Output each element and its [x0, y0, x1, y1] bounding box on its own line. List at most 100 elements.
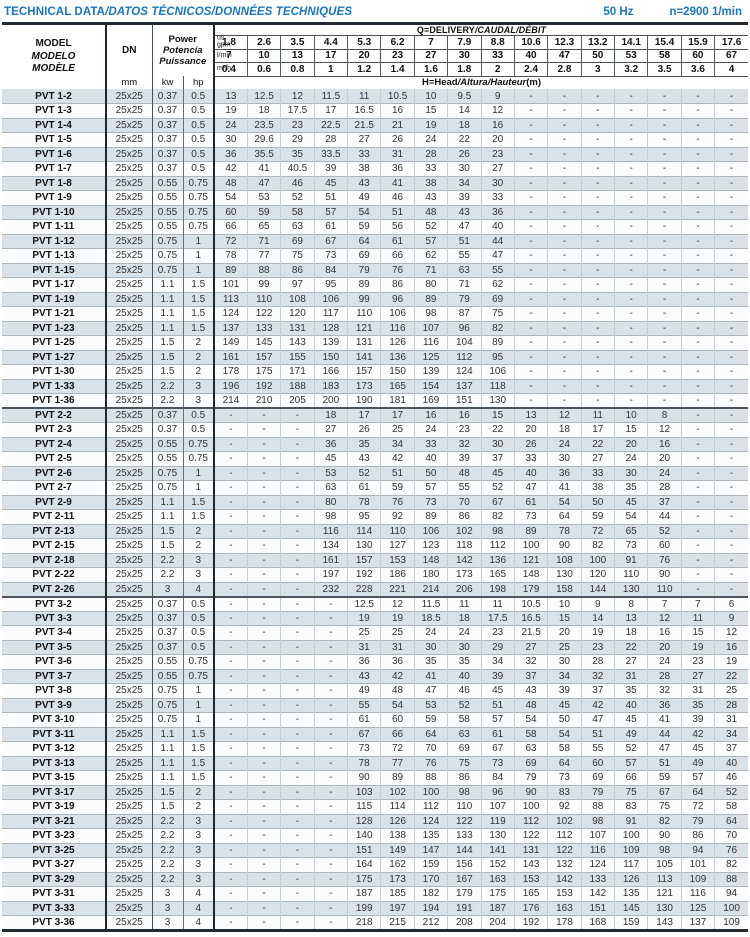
head-value-cell: 27 — [613, 654, 648, 669]
head-value-cell: 106 — [480, 364, 515, 379]
head-value-cell: 187 — [346, 886, 381, 901]
head-value-cell: 19 — [380, 610, 415, 626]
kw-cell: 3 — [152, 915, 184, 931]
head-value-cell: 89 — [413, 291, 448, 307]
head-value-cell: 89 — [413, 509, 448, 524]
head-value-cell: 151 — [346, 842, 381, 858]
head-value-cell: - — [246, 784, 281, 800]
head-value-cell: 26 — [447, 146, 481, 162]
head-value-cell: - — [647, 335, 682, 350]
head-value-cell: - — [580, 262, 615, 278]
head-value-cell: - — [214, 654, 248, 669]
head-value-cell: 65 — [246, 219, 281, 234]
head-value-cell: 42 — [380, 668, 415, 684]
head-value-cell: - — [214, 407, 248, 423]
table-row: PVT 1-2 25x25 0.37 0.5 13 12.5 12 11.5 11 10.5 10 9… — [2, 89, 748, 104]
model-cell: PVT 3-17 — [2, 784, 107, 800]
hp-cell: 1 — [183, 480, 215, 495]
head-value-cell: 112 — [547, 828, 582, 843]
table-row: PVT 1-8 25x25 0.55 0.75 48 47 46 45 43 41 38 34 30- -… — [2, 175, 748, 191]
head-value-cell: 22.5 — [313, 117, 348, 133]
head-value-cell: 11 — [680, 610, 715, 626]
flow-value: 4.4 — [313, 35, 348, 49]
head-value-cell: 133 — [246, 320, 281, 336]
head-value-cell: 36 — [380, 161, 415, 176]
head-value-cell: 155 — [280, 349, 315, 365]
kw-cell: 1.1 — [152, 277, 184, 292]
head-value-cell: 47 — [647, 741, 682, 756]
head-value-cell: 124 — [214, 306, 248, 321]
head-value-cell: 35 — [447, 654, 481, 669]
table-row: PVT 2-7 25x25 0.75 1- - -63 61 59 57 55 52 47 41 38 35… — [2, 480, 748, 495]
kw-cell: 0.75 — [152, 712, 184, 727]
head-value-cell: 47 — [480, 248, 515, 263]
kw-cell: 0.37 — [152, 103, 184, 118]
head-value-cell: 39 — [480, 668, 515, 684]
hp-cell: 1 — [183, 465, 215, 481]
head-value-cell: 58 — [714, 799, 748, 814]
dn-cell: 25x25 — [106, 842, 153, 858]
head-value-cell: - — [647, 262, 682, 278]
flow-value: 1.6 — [413, 62, 448, 76]
head-value-cell: - — [647, 161, 682, 176]
head-value-cell: 47 — [580, 712, 615, 727]
dn-cell: 25x25 — [106, 523, 153, 539]
table-row: PVT 1-19 25x25 1.1 1.5 113 110 108 106 99 96 89 79 6… — [2, 291, 748, 307]
hp-cell: 3 — [183, 552, 215, 568]
model-cell: PVT 1-7 — [2, 161, 107, 176]
page-title: TECHNICAL DATA/DATOS TÉCNICOS/DONNÉES TE… — [4, 6, 352, 18]
head-value-cell: 26 — [513, 436, 548, 452]
head-value-cell: 43 — [413, 190, 448, 205]
head-value-cell: 182 — [413, 886, 448, 901]
dn-cell: 25x25 — [106, 712, 153, 727]
head-value-cell: 135 — [413, 828, 448, 843]
head-value-cell: 33 — [346, 146, 381, 162]
dn-cell: 25x25 — [106, 871, 153, 887]
flow-row-usgpm: us gpm 1.8 2.6 3.5 4.4 5.3 6.2 7 7.9 8.8 10.6 12.3 13… — [2, 35, 748, 49]
hp-cell: 0.75 — [183, 668, 215, 684]
head-value-cell: 110 — [246, 291, 281, 307]
head-value-cell: - — [547, 204, 582, 220]
head-value-cell: - — [547, 335, 582, 350]
head-value-cell: 175 — [346, 871, 381, 887]
head-value-cell: 15 — [613, 422, 648, 437]
flow-value: 2 — [480, 62, 515, 76]
head-value-cell: - — [214, 712, 248, 727]
table-row: PVT 3-31 25x25 3 4- - - -187 185 182 179 175 165 153… — [2, 886, 748, 901]
dn-cell: 25x25 — [106, 465, 153, 481]
hp-cell: 1.5 — [183, 494, 215, 510]
kw-cell: 2.2 — [152, 813, 184, 829]
head-value-cell: 196 — [214, 378, 248, 394]
head-value-cell: 218 — [346, 915, 381, 931]
dn-cell: 25x25 — [106, 755, 153, 771]
head-value-cell: 75 — [480, 306, 515, 321]
head-value-cell: 163 — [547, 900, 582, 916]
head-value-cell: 107 — [580, 828, 615, 843]
head-value-cell: 28 — [413, 146, 448, 162]
head-value-cell: 156 — [447, 857, 481, 872]
head-value-cell: 98 — [580, 813, 615, 829]
head-value-cell: 21.5 — [513, 625, 548, 640]
kw-cell: 0.55 — [152, 175, 184, 191]
head-value-cell: 94 — [714, 886, 748, 901]
flow-unit-label: l/min — [217, 51, 232, 59]
head-value-cell: - — [280, 755, 315, 771]
head-value-cell: 47 — [246, 175, 281, 191]
head-value-cell: 32 — [647, 683, 682, 698]
head-value-cell: 27 — [580, 451, 615, 466]
head-value-cell: - — [680, 262, 715, 278]
head-value-cell: - — [246, 668, 281, 684]
head-value-cell: - — [246, 915, 281, 931]
flow-value: 1.8 — [447, 62, 481, 76]
head-value-cell: 12 — [647, 610, 682, 626]
table-row: PVT 3-17 25x25 1.5 2- - - -103 102 100 98 96 90 83 79… — [2, 784, 748, 800]
head-value-cell: 165 — [380, 378, 415, 394]
head-value-cell: 72 — [680, 799, 715, 814]
model-cell: PVT 3-19 — [2, 799, 107, 814]
hp-cell: 0.5 — [183, 89, 215, 104]
head-value-cell: - — [680, 364, 715, 379]
head-value-cell: - — [680, 89, 715, 104]
head-value-cell: 72 — [580, 523, 615, 539]
head-value-cell: 24 — [447, 625, 481, 640]
model-cell: PVT 1-6 — [2, 146, 107, 162]
